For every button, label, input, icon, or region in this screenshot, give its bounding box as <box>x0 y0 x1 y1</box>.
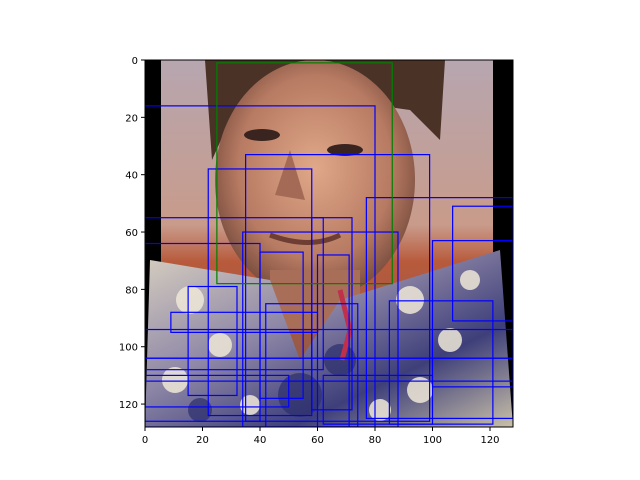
y-tick-label-3: 60 <box>125 228 138 239</box>
detection-box-5 <box>145 217 324 371</box>
detection-box-6 <box>311 217 353 411</box>
detection-box-4 <box>452 205 513 322</box>
y-tick-label-2: 40 <box>125 171 138 182</box>
axes-frame <box>144 59 514 428</box>
x-tick-label-2: 40 <box>254 435 267 446</box>
detection-box-19 <box>145 374 290 408</box>
axis-ticks: 0 20 40 60 80 100 120 0 20 40 60 80 100 120 <box>119 56 500 446</box>
detection-box-13 <box>388 300 494 425</box>
detection-box-8 <box>431 240 513 388</box>
detection-box-0 <box>145 105 376 427</box>
x-tick-label-1: 20 <box>196 435 209 446</box>
detection-box-10 <box>259 251 304 399</box>
y-tick-label-5: 100 <box>119 343 138 354</box>
x-tick-label-4: 80 <box>369 435 382 446</box>
detection-box-15 <box>145 357 513 382</box>
detection-box-3 <box>365 197 513 419</box>
x-tick-label-6: 120 <box>480 435 499 446</box>
highlight-box-0 <box>216 62 393 285</box>
y-tick-label-1: 20 <box>125 113 138 124</box>
y-tick-label-0: 0 <box>132 56 138 67</box>
x-tick-label-3: 60 <box>311 435 324 446</box>
detection-box-11 <box>187 285 238 397</box>
y-tick-label-6: 120 <box>119 400 138 411</box>
bounding-boxes <box>145 62 513 427</box>
detection-box-18 <box>265 303 359 427</box>
detection-box-17 <box>322 374 434 425</box>
x-tick-label-5: 100 <box>423 435 442 446</box>
y-tick-label-4: 80 <box>125 285 138 296</box>
x-tick-label-0: 0 <box>142 435 148 446</box>
detection-box-16 <box>316 254 350 427</box>
detection-box-1 <box>245 154 431 422</box>
